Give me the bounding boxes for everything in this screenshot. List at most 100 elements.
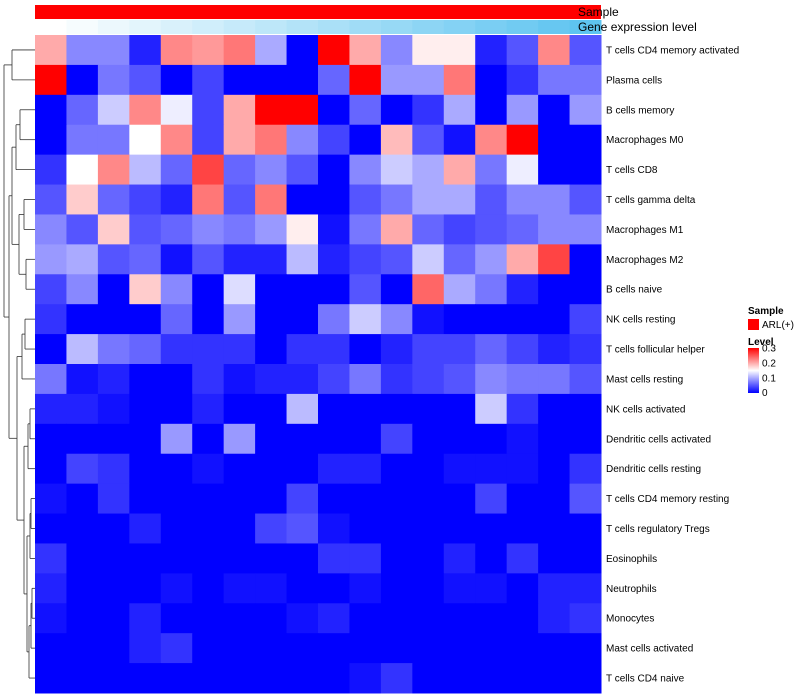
heatmap-cell <box>538 35 571 66</box>
heatmap-cell <box>192 364 225 395</box>
row-label: Macrophages M2 <box>606 255 684 266</box>
heatmap-cell <box>192 184 225 215</box>
heatmap-cell <box>412 334 445 365</box>
heatmap-cell <box>129 603 162 634</box>
heatmap-cell <box>569 393 602 425</box>
heatmap-cell <box>318 304 350 335</box>
heatmap-cell <box>506 393 539 425</box>
legend-level-tick: 0.1 <box>762 374 776 385</box>
heatmap-cell <box>286 513 319 544</box>
expression-level-cell <box>35 20 67 34</box>
heatmap-cell <box>506 94 539 126</box>
row-label: Neutrophils <box>606 584 657 595</box>
heatmap-cell <box>160 94 193 126</box>
heatmap-cell <box>129 364 162 395</box>
heatmap-cell <box>443 184 476 215</box>
heatmap-cell <box>129 274 162 305</box>
row-label: T cells CD4 naive <box>606 674 685 685</box>
heatmap-cell <box>223 94 256 126</box>
heatmap-cell <box>35 244 67 275</box>
heatmap-cell <box>412 543 445 574</box>
heatmap-cell <box>318 513 350 544</box>
heatmap-cell <box>129 513 162 544</box>
expression-level-cell <box>66 20 99 34</box>
heatmap-cell <box>318 483 350 515</box>
heatmap-cell <box>160 184 193 215</box>
legend-level-tick: 0.3 <box>762 344 776 355</box>
heatmap-cell <box>475 64 508 96</box>
row-label: Dendritic cells activated <box>606 434 711 445</box>
heatmap-cell <box>286 334 319 365</box>
heatmap-cell <box>97 334 130 365</box>
heatmap-cell <box>255 35 288 66</box>
row-label: Plasma cells <box>606 75 662 86</box>
heatmap-cell <box>160 244 193 275</box>
heatmap-cell <box>538 633 571 664</box>
heatmap-cell <box>66 154 99 186</box>
heatmap-cell <box>255 423 288 455</box>
heatmap-cell <box>475 334 508 365</box>
heatmap-cell <box>538 603 571 634</box>
legend-sample-title: Sample <box>748 306 784 317</box>
heatmap-cell <box>286 603 319 634</box>
heatmap-cell <box>66 364 99 395</box>
heatmap-cell <box>475 35 508 66</box>
heatmap-cell <box>412 364 445 395</box>
heatmap-cell <box>349 64 382 96</box>
heatmap-cell <box>160 573 193 604</box>
heatmap-cell <box>380 663 413 694</box>
row-labels: T cells CD4 memory activated Plasma cells… <box>606 45 739 684</box>
heatmap-cell <box>538 543 571 574</box>
heatmap-cell <box>223 214 256 245</box>
heatmap-cell <box>35 364 67 395</box>
heatmap-cell <box>412 244 445 275</box>
heatmap-cell <box>223 334 256 365</box>
heatmap-cell <box>255 453 288 485</box>
heatmap-cell <box>129 124 162 156</box>
heatmap-cell <box>223 244 256 275</box>
heatmap-cell <box>506 64 539 96</box>
legend-level-ticks: 0.3 0.2 0.1 0 <box>762 344 776 400</box>
expression-level-cell <box>538 20 571 34</box>
heatmap-cell <box>35 274 67 305</box>
heatmap-cell <box>538 64 571 96</box>
heatmap-cell <box>160 603 193 634</box>
heatmap-cell <box>475 274 508 305</box>
heatmap-cell <box>569 214 602 245</box>
heatmap-cell <box>538 94 571 126</box>
heatmap-cell <box>349 513 382 544</box>
heatmap-cell <box>192 633 225 664</box>
heatmap-cell <box>443 214 476 245</box>
heatmap-cell <box>349 633 382 664</box>
row-label: Mast cells resting <box>606 374 683 385</box>
heatmap-cell <box>286 573 319 604</box>
heatmap-cell <box>318 184 350 215</box>
heatmap-cell <box>349 304 382 335</box>
heatmap-cell <box>66 453 99 485</box>
heatmap-cell <box>318 633 350 664</box>
heatmap-cell <box>569 453 602 485</box>
heatmap-cell <box>538 483 571 515</box>
heatmap-cell <box>443 64 476 96</box>
heatmap-cell <box>443 663 476 694</box>
heatmap-cell <box>412 124 445 156</box>
heatmap-cell <box>475 244 508 275</box>
heatmap-cell <box>286 304 319 335</box>
heatmap-cell <box>475 513 508 544</box>
heatmap-cell <box>318 154 350 186</box>
heatmap-cell <box>318 573 350 604</box>
heatmap-cell <box>97 364 130 395</box>
heatmap-cell <box>192 94 225 126</box>
heatmap-cell <box>160 274 193 305</box>
heatmap-cell <box>223 64 256 96</box>
heatmap-cell <box>255 274 288 305</box>
heatmap-cell <box>569 334 602 365</box>
heatmap-cell <box>443 633 476 664</box>
heatmap-cell <box>255 364 288 395</box>
heatmap-cell <box>569 94 602 126</box>
heatmap-cell <box>569 663 602 694</box>
heatmap-cell <box>380 35 413 66</box>
expression-level-cell <box>255 20 288 34</box>
heatmap-cell <box>192 543 225 574</box>
heatmap-cell <box>35 124 67 156</box>
